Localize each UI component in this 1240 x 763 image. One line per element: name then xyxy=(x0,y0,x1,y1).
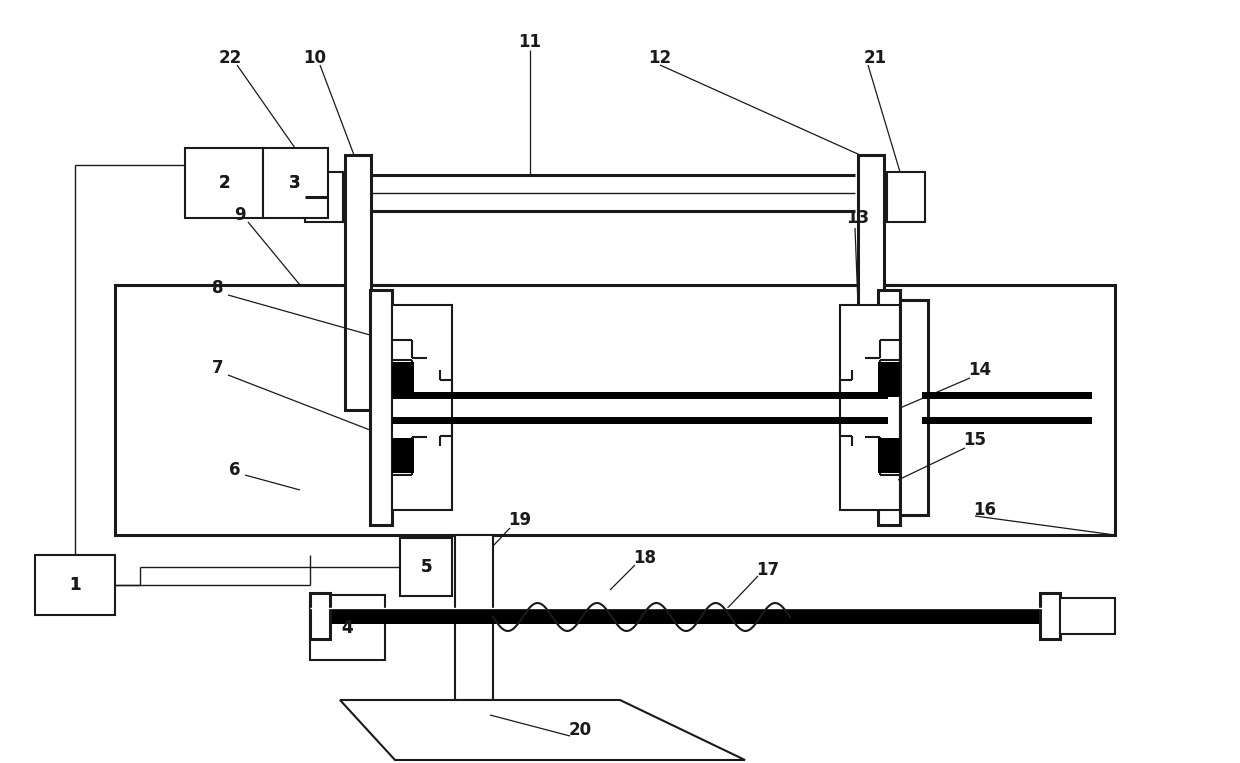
Bar xyxy=(923,417,1092,424)
Text: 20: 20 xyxy=(568,721,591,739)
Bar xyxy=(455,535,494,700)
Bar xyxy=(392,438,414,473)
Bar xyxy=(1060,598,1115,634)
Bar xyxy=(878,285,900,535)
Bar xyxy=(310,595,384,660)
Bar xyxy=(370,290,392,525)
Text: 3: 3 xyxy=(289,174,301,192)
Bar xyxy=(392,362,414,397)
Text: 7: 7 xyxy=(212,359,223,377)
Bar xyxy=(878,438,900,473)
Bar xyxy=(858,155,884,410)
Bar xyxy=(839,305,900,510)
Bar xyxy=(453,392,839,399)
Bar xyxy=(878,290,900,525)
Bar xyxy=(115,285,1115,535)
Text: 4: 4 xyxy=(341,619,353,637)
Polygon shape xyxy=(340,700,745,760)
Text: 5: 5 xyxy=(420,558,432,576)
Text: 8: 8 xyxy=(212,279,223,297)
Bar xyxy=(887,172,925,222)
Text: 15: 15 xyxy=(963,431,987,449)
Bar xyxy=(370,285,392,535)
Bar xyxy=(392,305,453,510)
Text: 4: 4 xyxy=(341,619,353,637)
Text: 1: 1 xyxy=(69,576,81,594)
Text: 13: 13 xyxy=(847,209,869,227)
Bar xyxy=(310,616,1055,624)
Bar xyxy=(310,608,1055,616)
Bar xyxy=(392,417,839,424)
Bar xyxy=(1040,593,1060,639)
Bar xyxy=(839,392,888,399)
Text: 3: 3 xyxy=(289,174,301,192)
Bar xyxy=(839,417,888,424)
Bar xyxy=(900,300,928,515)
Text: 11: 11 xyxy=(518,33,542,51)
Text: 18: 18 xyxy=(634,549,656,567)
Bar xyxy=(453,417,839,424)
Bar xyxy=(35,555,115,615)
Bar xyxy=(345,155,371,410)
Bar xyxy=(305,172,343,222)
Text: 2: 2 xyxy=(218,174,229,192)
Bar xyxy=(392,392,839,399)
Text: 10: 10 xyxy=(304,49,326,67)
Bar xyxy=(310,593,330,639)
Text: 16: 16 xyxy=(973,501,997,519)
Text: 22: 22 xyxy=(218,49,242,67)
Text: 2: 2 xyxy=(218,174,229,192)
Text: 17: 17 xyxy=(756,561,780,579)
Bar xyxy=(923,392,1092,399)
Text: 1: 1 xyxy=(69,576,81,594)
Bar xyxy=(878,362,900,397)
Text: 12: 12 xyxy=(649,49,672,67)
Text: 21: 21 xyxy=(863,49,887,67)
Bar xyxy=(185,148,263,218)
Bar xyxy=(263,148,329,218)
Bar xyxy=(401,538,453,596)
Text: 19: 19 xyxy=(508,511,532,529)
Text: 9: 9 xyxy=(234,206,246,224)
Text: 6: 6 xyxy=(229,461,241,479)
Text: 14: 14 xyxy=(968,361,992,379)
Text: 5: 5 xyxy=(420,558,432,576)
